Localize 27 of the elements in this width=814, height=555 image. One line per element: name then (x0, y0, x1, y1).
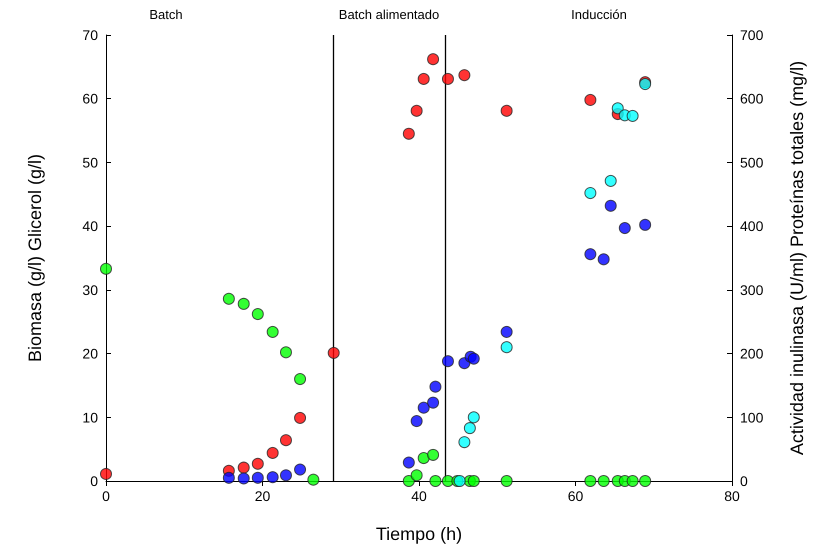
y2-tick-label: 300 (740, 282, 764, 298)
y-tick-label: 0 (90, 473, 98, 489)
y2-tick-label: 400 (740, 218, 764, 234)
y-tick-label: 10 (82, 409, 98, 426)
x-tick-label: 0 (102, 488, 110, 504)
text: Batch (149, 7, 183, 22)
y2-tick-label: 500 (740, 154, 764, 170)
text: Batch alimentado (338, 7, 440, 22)
y2-axis-title: Actividad inulinasa (U/ml) Proteínas totales (mg/l) (787, 60, 807, 456)
y-tick-label: 50 (82, 154, 98, 170)
x-tick-label: 20 (254, 488, 270, 504)
x-axis-title: Tiempo (h) (376, 524, 462, 544)
y-tick-label: 40 (82, 218, 98, 234)
x-tick-label: 40 (411, 488, 427, 504)
x-tick-label: 60 (568, 488, 584, 504)
y-axis-title: Biomasa (g/l) Glicerol (g/l) (25, 154, 45, 362)
y2-tick-label: 100 (740, 409, 764, 426)
y-tick-label: 20 (82, 346, 98, 362)
y2-tick-label: 600 (740, 90, 764, 107)
y2-tick-label: 0 (740, 473, 748, 489)
y-tick-label: 70 (82, 27, 98, 43)
y-tick-label: 30 (82, 282, 98, 298)
text: Inducción (571, 7, 627, 22)
y2-tick-label: 200 (740, 346, 764, 362)
y-tick-label: 60 (82, 90, 98, 107)
y2-tick-label: 700 (740, 27, 764, 43)
x-tick-label: 80 (724, 488, 740, 504)
